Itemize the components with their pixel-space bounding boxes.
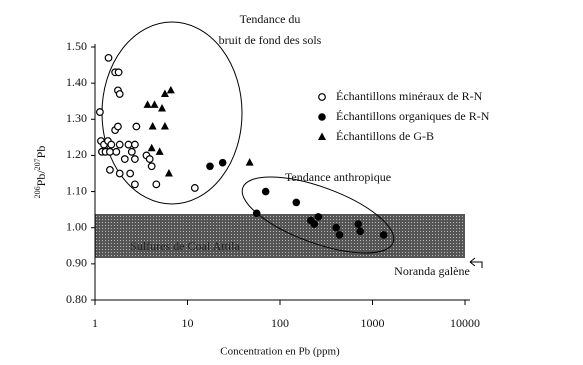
x-tick-label: 100 (271, 316, 289, 330)
data-point (190, 184, 199, 192)
data-point (261, 187, 270, 196)
data-point (115, 140, 124, 149)
data-point (147, 162, 156, 171)
data-point (164, 169, 173, 177)
y-tick-label: 1.10 (66, 183, 87, 197)
trend-ellipse (241, 176, 395, 254)
data-point (114, 68, 123, 77)
x-axis-label: Concentration en Pb (ppm) (220, 346, 340, 358)
data-point (132, 122, 141, 131)
data-point (379, 231, 388, 239)
x-tick-label: 1000 (361, 316, 385, 330)
trend-ellipse (101, 21, 243, 205)
annotation: Tendance du (240, 12, 301, 26)
legend-marker (318, 132, 326, 140)
legend-label: Échantillons de G-B (336, 129, 434, 143)
data-point (166, 85, 175, 94)
data-point (112, 147, 121, 156)
data-point (106, 165, 114, 174)
data-point (292, 198, 301, 207)
y-tick-label: 0.90 (66, 256, 87, 270)
y-tick-label: 1.00 (66, 219, 87, 233)
y-axis-label-part: 206 (33, 186, 42, 198)
data-point (131, 180, 139, 189)
legend-label: Échantillons minéraux de R-N (336, 89, 483, 103)
x-tick-label: 1 (92, 316, 98, 330)
data-point (314, 213, 323, 221)
data-point (120, 155, 129, 163)
x-tick-label: 10 (182, 316, 194, 330)
annotation: bruit de fond des sols (219, 33, 322, 47)
shaded-band (95, 214, 465, 258)
data-point (332, 223, 340, 232)
data-point (124, 140, 133, 149)
data-point (218, 158, 227, 167)
data-point (115, 90, 124, 98)
data-point (107, 140, 116, 149)
data-point (96, 108, 104, 116)
data-point (148, 122, 157, 130)
y-axis-label-part: Pb/ (34, 170, 48, 187)
data-point (147, 143, 156, 152)
data-point (155, 147, 164, 155)
x-tick-label: 10000 (450, 316, 480, 330)
data-point (131, 155, 139, 163)
data-point (104, 53, 113, 62)
data-point (143, 100, 152, 108)
data-point (115, 169, 124, 178)
annotation: Tendance anthropique (285, 170, 391, 184)
data-point (310, 220, 319, 228)
data-point (114, 122, 122, 131)
data-point (145, 155, 154, 163)
data-point (354, 220, 362, 228)
annotation: Noranda galène (394, 264, 470, 278)
data-point (252, 209, 261, 218)
data-point (335, 231, 344, 239)
data-point (126, 169, 135, 178)
y-tick-label: 1.20 (66, 147, 87, 161)
data-point (152, 180, 161, 189)
data-point (245, 158, 254, 166)
y-tick-label: 0.80 (66, 292, 87, 306)
data-point (157, 103, 166, 112)
data-point (131, 140, 139, 149)
data-point (160, 89, 169, 97)
legend-marker (318, 93, 326, 101)
y-axis-label-part: 207 (33, 158, 42, 170)
y-tick-label: 1.30 (66, 111, 87, 125)
arrow-icon (469, 257, 483, 268)
legend-label: Échantillons organiques de R-N (336, 109, 490, 123)
data-point (356, 227, 364, 236)
data-point (206, 162, 214, 171)
legend-marker (318, 113, 326, 121)
data-point (127, 147, 136, 156)
data-point (160, 122, 169, 130)
data-point (106, 147, 114, 156)
y-axis-label-part: Pb (34, 146, 48, 159)
y-tick-label: 1.40 (66, 75, 87, 89)
y-tick-label: 1.50 (66, 39, 87, 53)
annotation: Sulfures de Coal Attila (130, 239, 240, 253)
data-point (150, 100, 159, 108)
y-axis-label: 206Pb/207Pb (33, 146, 48, 199)
